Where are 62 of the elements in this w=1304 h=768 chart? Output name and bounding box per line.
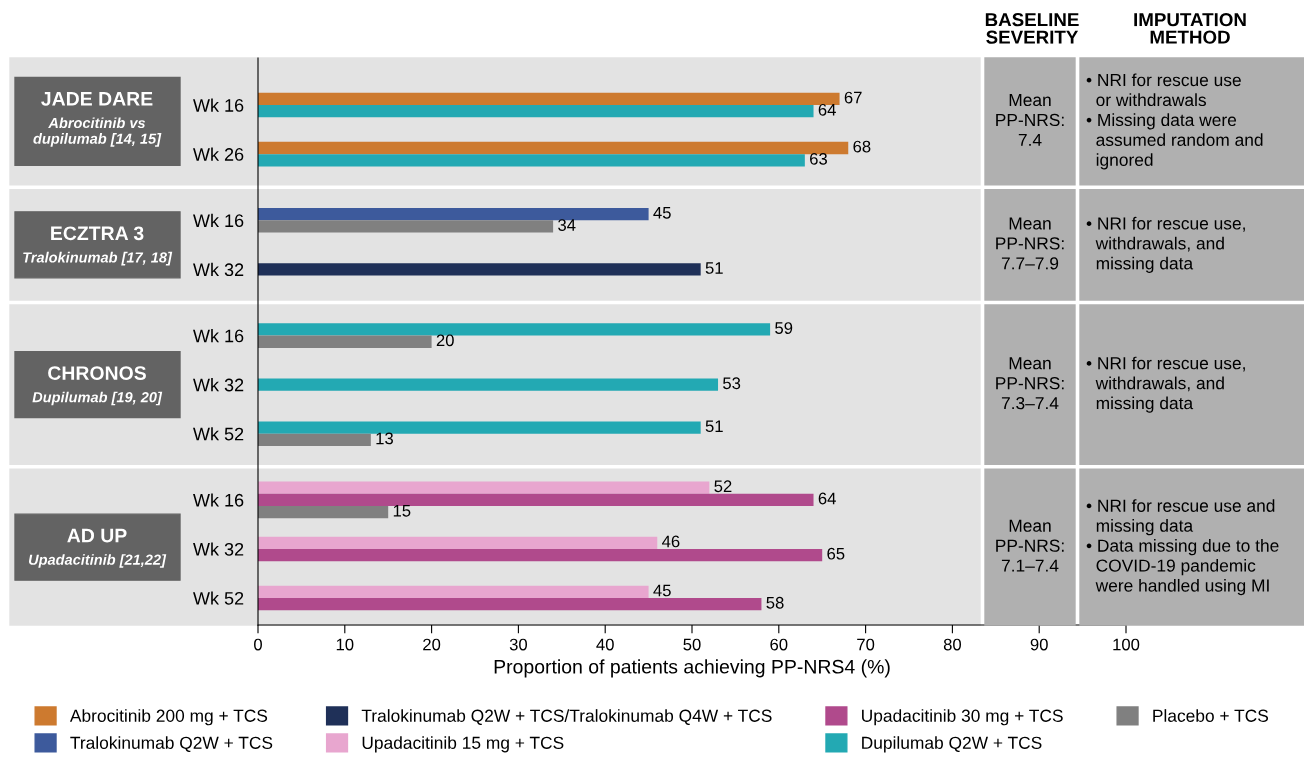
legend-label: Placebo + TCS	[1153, 709, 1269, 722]
y-tick-label: Wk 16	[193, 493, 244, 507]
x-tick-label: 90	[1030, 638, 1048, 651]
x-tick-label: 60	[770, 638, 788, 651]
y-tick-label: Wk 32	[193, 262, 244, 277]
data-label: 20	[436, 334, 454, 347]
y-tick-label: Wk 16	[193, 329, 244, 343]
x-tick-label: 0	[254, 638, 262, 651]
data-label: 58	[766, 596, 784, 609]
legend-label: Upadacitinib 15 mg + TCS	[362, 736, 564, 753]
legend-label: Abrocitinib 200 mg + TCS	[69, 709, 268, 726]
x-tick-label: 80	[943, 638, 962, 651]
x-tick-label: 50	[683, 638, 701, 651]
annotation: Mean PP-NRS: 7.7–7.9	[996, 217, 1064, 270]
text: AD UP Upadacitinib [21,22]	[28, 528, 167, 568]
data-label: 67	[844, 91, 862, 104]
annotation: • NRI for rescue use and missing data • Data missing due to the COVID-19 pandemic were handled using MI	[1086, 499, 1279, 596]
x-tick-label: 20	[423, 638, 441, 651]
x-tick-label: 100	[1113, 638, 1140, 651]
text: JADE DARE Abrocitinib vs dupilumab [14, 15]	[33, 92, 162, 147]
annotation: • NRI for rescue use, withdrawals, and missing data	[1086, 216, 1245, 273]
annotation: Mean PP-NRS: 7.4	[996, 93, 1064, 146]
x-tick-label: 30	[509, 638, 528, 651]
annotation: Mean PP-NRS: 7.3–7.4	[996, 357, 1064, 410]
x-tick-label: 10	[336, 638, 354, 651]
data-label: 45	[653, 207, 671, 219]
data-label: 51	[705, 420, 723, 433]
data-label: 15	[393, 505, 411, 517]
data-label: 46	[662, 535, 680, 548]
data-label: 34	[558, 219, 576, 231]
annotation: • NRI for rescue use or withdrawals • Missing data were assumed random and ignored	[1086, 73, 1263, 170]
x-tick-label: 70	[857, 638, 875, 651]
data-label: 53	[723, 377, 741, 390]
legend-label: Tralokinumab Q2W + TCS/Tralokinumab Q4W + TCS	[361, 709, 772, 726]
legend-label: Dupilumab Q2W + TCS	[862, 736, 1042, 753]
y-tick-label: Wk 32	[193, 542, 244, 556]
data-label: 63	[810, 152, 827, 165]
legend-label: Upadacitinib 30 mg + TCS	[862, 709, 1063, 726]
data-label: 65	[827, 547, 845, 560]
y-tick-label: Wk 16	[193, 213, 244, 228]
data-label: 52	[714, 480, 732, 493]
y-tick-label: Wk 16	[193, 98, 244, 112]
data-label: 13	[376, 432, 393, 445]
y-tick-label: Wk 52	[193, 591, 244, 605]
data-label: 45	[653, 584, 671, 597]
text: BASELINE SEVERITY	[985, 13, 1079, 44]
y-tick-label: Wk 32	[193, 378, 244, 392]
annotation: Mean PP-NRS: 7.1–7.4	[996, 519, 1064, 572]
data-label: 64	[818, 103, 836, 116]
x-axis-title: Proportion of patients achieving PP-NRS4 (%)	[494, 659, 890, 678]
text: ECZTRA 3 Tralokinumab [17, 18]	[23, 226, 173, 266]
text: CHRONOS Dupilumab [19, 20]	[32, 366, 163, 406]
x-tick-label: 40	[596, 638, 614, 651]
annotation: • NRI for rescue use, withdrawals, and missing data	[1086, 356, 1245, 413]
data-label: 51	[705, 262, 723, 274]
data-label: 68	[853, 140, 871, 153]
data-label: 59	[775, 322, 793, 334]
legend-label: Tralokinumab Q2W + TCS	[70, 736, 273, 753]
data-label: 64	[818, 492, 836, 505]
text: IMPUTATION METHOD	[1134, 13, 1246, 44]
y-tick-label: Wk 52	[193, 427, 244, 441]
y-tick-label: Wk 26	[193, 147, 244, 161]
